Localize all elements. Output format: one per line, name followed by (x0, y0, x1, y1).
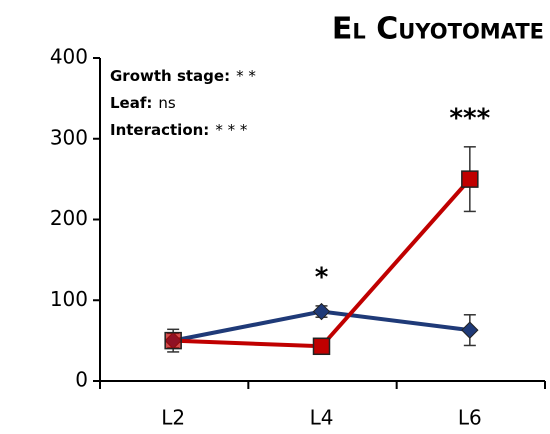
annotation: Growth stage: * * (110, 67, 256, 85)
significance-label: *** (449, 103, 490, 133)
y-tick-label: 400 (50, 45, 88, 69)
y-tick-label: 200 (50, 206, 88, 230)
annotation-label: Leaf: (110, 94, 152, 112)
annotation-value: ns (158, 94, 176, 112)
y-tick-label: 0 (75, 368, 88, 392)
annotation-label: Interaction: (110, 121, 209, 139)
annotation-value: * * * (215, 121, 248, 139)
x-tick-label: L4 (310, 406, 334, 430)
x-tick-label: L2 (161, 406, 185, 430)
marker (461, 321, 479, 339)
marker (461, 170, 479, 188)
chart-title: El Cuyotomate (332, 12, 544, 47)
y-tick-label: 300 (50, 125, 88, 149)
annotation: Interaction: * * * (110, 121, 248, 139)
marker (312, 337, 331, 356)
significance-label: * (315, 262, 329, 292)
annotation: Leaf: ns (110, 94, 176, 112)
y-tick-label: 100 (50, 287, 88, 311)
annotation-value: * * (236, 67, 256, 85)
annotation-label: Growth stage: (110, 67, 230, 85)
x-tick-label: L6 (458, 406, 482, 430)
marker (164, 331, 182, 350)
marker (312, 302, 331, 321)
